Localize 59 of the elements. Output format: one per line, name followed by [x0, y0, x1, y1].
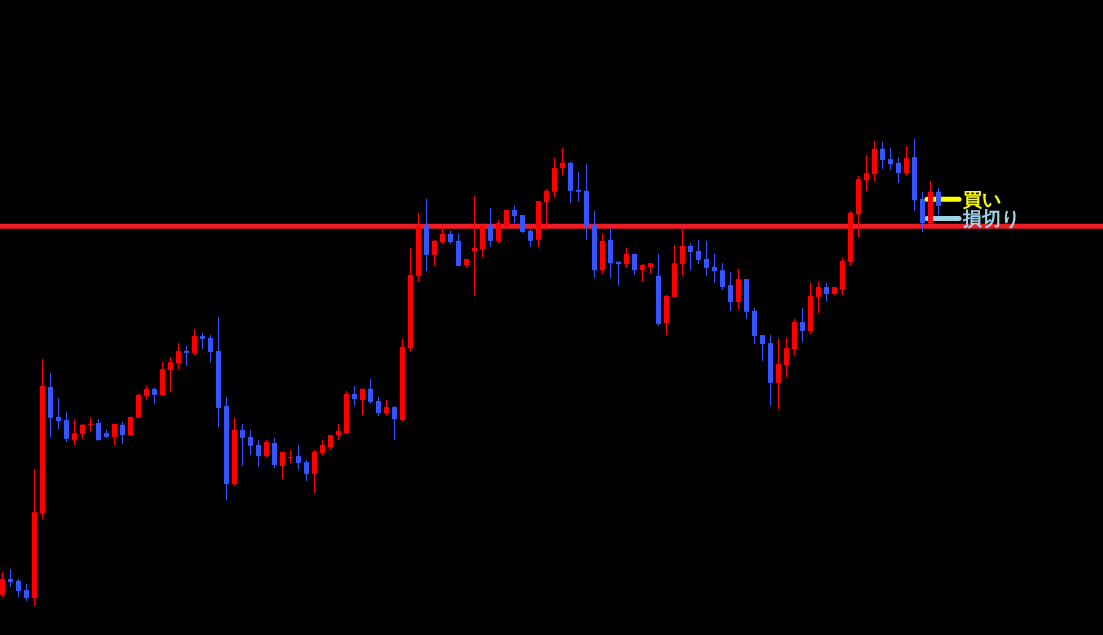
- candlestick: [696, 239, 701, 265]
- candlestick: [0, 571, 5, 598]
- candlestick: [288, 449, 293, 464]
- candlestick: [552, 157, 557, 198]
- candlestick: [240, 423, 245, 467]
- candlestick: [432, 239, 437, 267]
- candlestick: [16, 578, 21, 598]
- candlestick: [360, 388, 365, 416]
- candlestick: [560, 147, 565, 176]
- candlestick: [704, 240, 709, 277]
- candlestick: [312, 449, 317, 494]
- candlestick: [544, 188, 549, 231]
- candlestick: [272, 437, 277, 469]
- candlestick: [776, 338, 781, 410]
- candlestick: [192, 328, 197, 356]
- candlestick: [936, 187, 941, 216]
- candlestick: [248, 429, 253, 456]
- candlestick: [736, 268, 741, 310]
- candlestick: [368, 378, 373, 405]
- candlestick: [440, 224, 445, 245]
- candlestick: [608, 227, 613, 279]
- candlestick: [256, 439, 261, 468]
- candlestick: [576, 171, 581, 202]
- candlestick: [496, 219, 501, 244]
- candlestick: [880, 141, 885, 170]
- candlestick: [168, 356, 173, 393]
- candlestick: [72, 418, 77, 446]
- candlestick: [816, 281, 821, 314]
- candlestick: [120, 421, 125, 445]
- candlestick: [784, 337, 789, 378]
- candlestick: [680, 228, 685, 277]
- candlestick: [488, 207, 493, 248]
- candlestick: [88, 417, 93, 433]
- candlestick: [136, 393, 141, 419]
- candlestick: [352, 385, 357, 407]
- candlestick: [720, 262, 725, 291]
- candlestick: [280, 451, 285, 480]
- candlestick: [376, 396, 381, 417]
- candlestick: [888, 147, 893, 171]
- candlestick: [896, 156, 901, 184]
- candlestick: [184, 345, 189, 367]
- candlestick: [56, 397, 61, 430]
- candlestick: [480, 225, 485, 258]
- candlestick: [728, 271, 733, 312]
- candlestick: [296, 444, 301, 471]
- candlestick: [904, 145, 909, 177]
- candlestick: [760, 334, 765, 362]
- candlestick: [64, 411, 69, 443]
- candlestick: [864, 154, 869, 192]
- candlestick: [800, 307, 805, 343]
- candlestick: [392, 405, 397, 441]
- candlestick: [824, 282, 829, 302]
- candlestick: [208, 334, 213, 363]
- candlestick: [472, 195, 477, 297]
- candlestick: [712, 253, 717, 284]
- candlestick: [688, 242, 693, 271]
- candlestick: [176, 342, 181, 370]
- candlestick: [304, 459, 309, 482]
- candlestick: [624, 247, 629, 269]
